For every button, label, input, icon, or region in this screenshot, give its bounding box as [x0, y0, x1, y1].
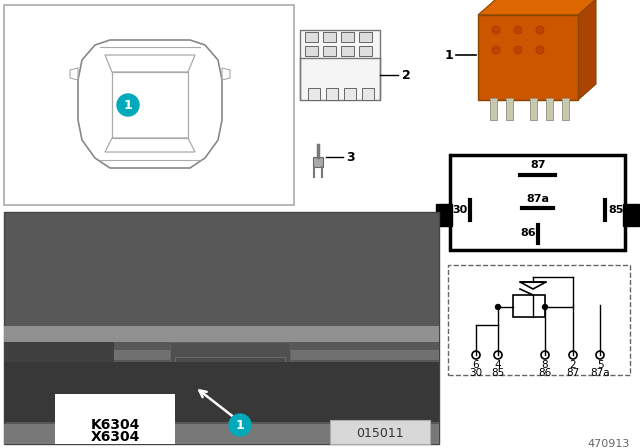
Polygon shape	[578, 0, 596, 100]
Bar	[308, 88, 320, 100]
Bar	[170, 342, 290, 392]
Text: 87: 87	[566, 368, 580, 378]
Text: K6304: K6304	[90, 418, 140, 432]
Text: 87a: 87a	[527, 194, 550, 204]
Bar	[330, 420, 430, 444]
Bar	[300, 30, 380, 100]
Bar	[490, 98, 497, 120]
Text: 1: 1	[236, 418, 244, 431]
Circle shape	[494, 351, 502, 359]
Text: 2: 2	[570, 360, 576, 370]
Circle shape	[596, 351, 604, 359]
Text: 30: 30	[452, 205, 468, 215]
Bar	[359, 46, 372, 56]
Text: 015011: 015011	[356, 426, 404, 439]
Bar	[323, 46, 336, 56]
Circle shape	[569, 351, 577, 359]
Bar	[450, 155, 625, 250]
Bar	[359, 32, 372, 42]
Circle shape	[536, 26, 544, 34]
Text: 85: 85	[492, 368, 504, 378]
Bar	[506, 98, 513, 120]
Bar	[323, 32, 336, 42]
Bar	[55, 394, 175, 444]
Circle shape	[117, 94, 139, 116]
Circle shape	[495, 305, 500, 310]
Bar	[448, 265, 630, 375]
Text: 2: 2	[402, 69, 411, 82]
Bar	[478, 15, 578, 100]
Text: 86: 86	[538, 368, 552, 378]
Circle shape	[472, 351, 480, 359]
Bar	[562, 98, 569, 120]
Text: 5: 5	[596, 360, 604, 370]
Bar	[4, 424, 439, 444]
Text: 8: 8	[541, 360, 548, 370]
Bar	[4, 342, 114, 387]
Text: 6: 6	[473, 360, 479, 370]
Bar	[326, 88, 338, 100]
Bar	[344, 88, 356, 100]
Text: 1: 1	[444, 48, 453, 61]
Text: 30: 30	[469, 368, 483, 378]
Circle shape	[229, 414, 251, 436]
Text: 86: 86	[520, 228, 536, 238]
Text: 85: 85	[608, 205, 624, 215]
Bar	[436, 204, 452, 226]
Text: 87: 87	[531, 160, 546, 170]
Bar	[341, 46, 354, 56]
Circle shape	[492, 46, 500, 54]
Circle shape	[536, 46, 544, 54]
Bar	[175, 357, 285, 397]
Circle shape	[541, 351, 549, 359]
Bar	[530, 98, 537, 120]
Polygon shape	[478, 0, 596, 15]
Bar	[4, 326, 439, 342]
Bar	[305, 32, 318, 42]
Text: 470913: 470913	[588, 439, 630, 448]
Bar	[4, 212, 439, 444]
Circle shape	[543, 305, 547, 310]
Bar	[4, 424, 439, 444]
Circle shape	[492, 26, 500, 34]
Circle shape	[514, 46, 522, 54]
Bar	[4, 362, 439, 422]
Bar	[341, 32, 354, 42]
Bar	[546, 98, 553, 120]
Bar	[362, 88, 374, 100]
Text: 1: 1	[124, 99, 132, 112]
Text: X6304: X6304	[90, 430, 140, 444]
Text: 3: 3	[346, 151, 355, 164]
Bar	[4, 5, 294, 205]
Bar	[623, 204, 639, 226]
Text: 87a: 87a	[590, 368, 610, 378]
Bar	[313, 157, 323, 167]
Bar	[305, 46, 318, 56]
Bar	[44, 350, 439, 360]
Circle shape	[514, 26, 522, 34]
Text: 4: 4	[495, 360, 501, 370]
Bar	[513, 295, 545, 317]
